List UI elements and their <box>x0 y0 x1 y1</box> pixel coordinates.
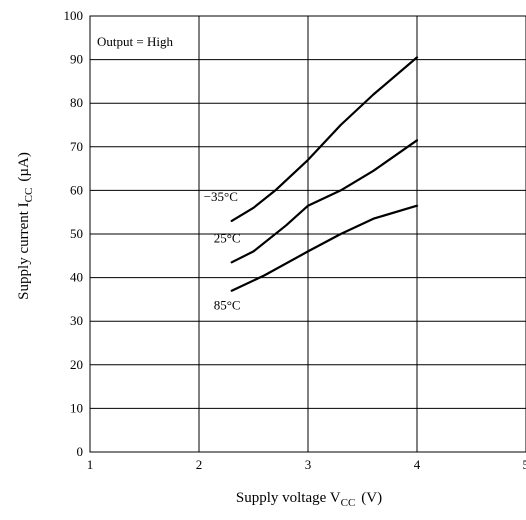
series-line <box>230 204 419 292</box>
tick-labels: 0 10 20 30 40 50 60 70 80 90 100 1 2 3 4 5 <box>64 8 526 472</box>
y-tick-label: 30 <box>70 313 83 328</box>
y-tick-label: 0 <box>77 444 84 459</box>
y-tick-label: 60 <box>70 182 83 197</box>
x-axis-label-subscript: CC <box>341 497 356 509</box>
series-labels: −35°C 25°C 85°C <box>204 189 241 313</box>
series-lines <box>230 56 419 292</box>
y-tick-label: 70 <box>70 139 83 154</box>
x-tick-label: 5 <box>523 457 526 472</box>
x-axis-label: Supply voltage VCC (V) <box>236 490 382 509</box>
y-axis-label-subscript: CC <box>23 188 35 203</box>
y-tick-label: 80 <box>70 95 83 110</box>
annotation-text: Output = High <box>97 34 173 49</box>
series-line <box>230 139 419 264</box>
y-tick-label: 100 <box>64 8 84 23</box>
annotation-box <box>92 32 196 52</box>
series-label: 25°C <box>214 230 241 245</box>
x-tick-label: 2 <box>196 457 203 472</box>
y-tick-label: 40 <box>70 270 83 285</box>
grid-lines <box>90 16 526 452</box>
plot-frame <box>89 15 526 453</box>
x-axis-label-unit: (V) <box>361 490 382 506</box>
y-tick-label: 10 <box>70 400 83 415</box>
y-axis-label-main: Supply current I <box>16 202 32 299</box>
series-line <box>230 56 419 222</box>
y-tick-label: 50 <box>70 226 83 241</box>
x-axis-label-main: Supply voltage V <box>236 490 341 506</box>
x-tick-label: 1 <box>87 457 94 472</box>
x-tick-label: 4 <box>414 457 421 472</box>
x-tick-label: 3 <box>305 457 312 472</box>
series-label: 85°C <box>214 298 241 313</box>
series-label: −35°C <box>204 189 238 204</box>
y-tick-label: 90 <box>70 52 83 67</box>
y-axis-label-unit: (µA) <box>16 152 32 181</box>
y-tick-label: 20 <box>70 357 83 372</box>
y-axis-label: Supply current ICC (µA) <box>16 152 35 300</box>
